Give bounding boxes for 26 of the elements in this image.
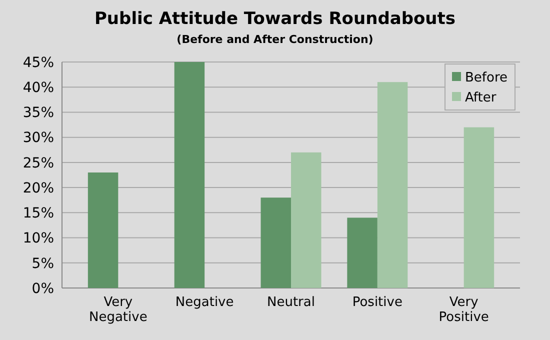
y-tick-label: 20% <box>22 180 54 196</box>
x-tick-label: Positive <box>352 295 402 310</box>
y-tick-label: 45% <box>22 54 54 71</box>
x-tick-label: Negative <box>175 295 234 310</box>
y-tick-label: 10% <box>22 230 54 247</box>
bar <box>464 127 494 288</box>
bar <box>377 82 408 288</box>
chart-title: Public Attitude Towards Roundabouts <box>94 9 456 29</box>
legend-label: Before <box>465 70 508 86</box>
y-tick-label: 35% <box>22 105 54 122</box>
bar <box>291 152 322 288</box>
y-tick-label: 40% <box>22 80 54 96</box>
x-tick-label: Neutral <box>267 295 315 310</box>
y-tick-label: 0% <box>32 280 54 297</box>
x-tick-label: Very Positive <box>438 295 489 325</box>
bar <box>260 198 291 288</box>
bar <box>347 218 378 288</box>
y-tick-label: 30% <box>22 130 54 146</box>
bar <box>174 62 205 288</box>
chart-subtitle: (Before and After Construction) <box>176 33 374 46</box>
y-tick-label: 15% <box>22 206 54 222</box>
y-tick-label: 25% <box>22 155 54 172</box>
legend-label: After <box>465 90 497 106</box>
y-tick-label: 5% <box>32 256 54 272</box>
bar <box>88 172 118 288</box>
x-tick-label: Very Negative <box>89 295 148 325</box>
